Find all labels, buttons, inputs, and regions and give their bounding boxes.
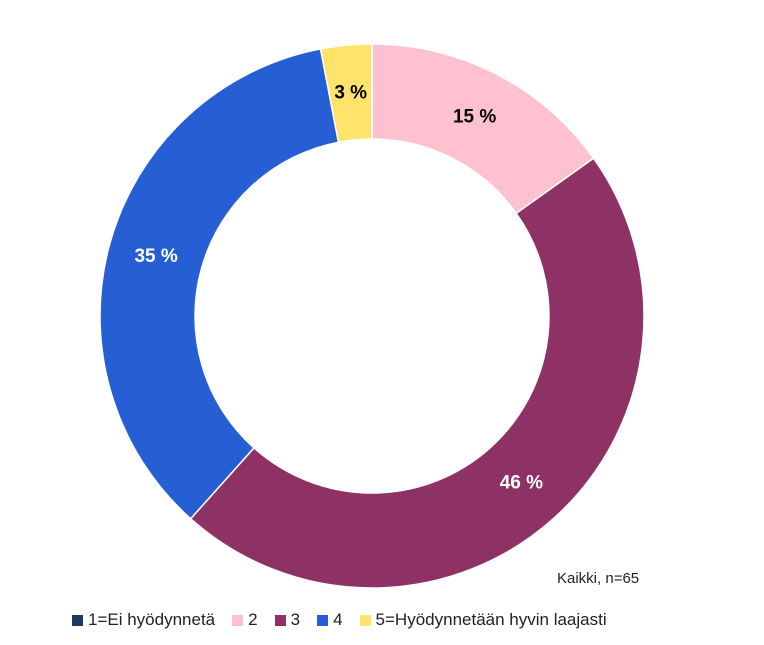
- legend-label-5: 5=Hyödynnetään hyvin laajasti: [375, 610, 607, 629]
- slice-label-5: 3 %: [334, 83, 367, 104]
- legend-item-4: 4: [317, 610, 343, 630]
- legend: 1=Ei hyödynnetä 2 3 4 5=Hyödynnetään hyv…: [72, 610, 624, 630]
- slice-label-2: 15 %: [453, 106, 496, 127]
- legend-swatch-4: [317, 614, 329, 626]
- legend-label-1: 1=Ei hyödynnetä: [88, 610, 216, 629]
- slice-4: [99, 48, 340, 520]
- legend-swatch-5: [359, 614, 371, 626]
- legend-swatch-3: [274, 614, 286, 626]
- legend-item-5: 5=Hyödynnetään hyvin laajasti: [359, 610, 607, 630]
- legend-label-2: 2: [248, 610, 258, 629]
- legend-swatch-1: [72, 614, 83, 626]
- donut-chart: 15 % 46 % 35 % 3 %: [99, 43, 645, 589]
- legend-item-3: 3: [274, 610, 301, 630]
- legend-label-4: 4: [333, 610, 343, 629]
- slice-3: [189, 157, 645, 589]
- slice-label-4: 35 %: [134, 246, 177, 267]
- legend-label-3: 3: [290, 610, 301, 629]
- legend-item-2: 2: [232, 610, 258, 630]
- slice-label-3: 46 %: [500, 472, 543, 493]
- slice-5: [319, 43, 373, 144]
- legend-swatch-2: [232, 614, 244, 626]
- legend-item-1: 1=Ei hyödynnetä: [72, 610, 215, 630]
- sample-note: Kaikki, n=65: [557, 570, 640, 587]
